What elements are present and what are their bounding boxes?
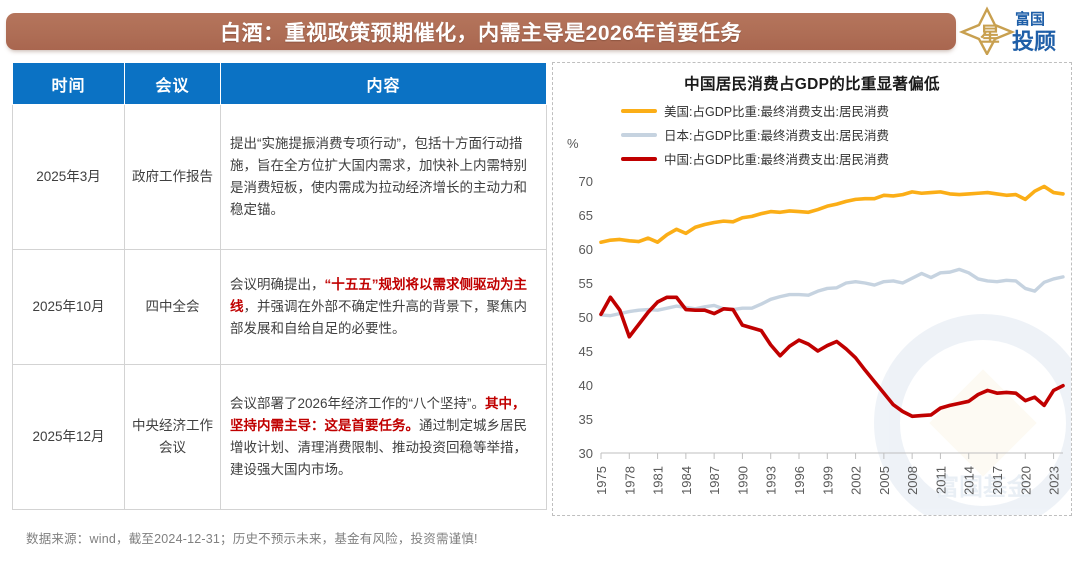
- logo-bottom-text: 投顾: [1012, 29, 1056, 54]
- policy-table: 时间 会议 内容 2025年3月 政府工作报告 提出“实施提振消费专项行动”，包括十…: [12, 62, 547, 511]
- x-axis-tick-label: 2023: [1047, 466, 1062, 495]
- y-axis-tick-label: 30: [579, 446, 593, 461]
- data-source-note: 数据来源：wind，截至2024-12-31；历史不预示未来，基金有风险，投资需…: [26, 532, 478, 546]
- logo-top-text: 富国: [1015, 10, 1045, 28]
- legend-swatch-japan: [621, 132, 657, 137]
- policy-table-panel: 时间 会议 内容 2025年3月 政府工作报告 提出“实施提振消费专项行动”，包括十…: [12, 62, 547, 511]
- cell-time: 2025年3月: [12, 103, 125, 251]
- y-axis-tick-label: 40: [579, 378, 593, 393]
- cell-meeting: 四中全会: [124, 249, 221, 365]
- cell-meeting: 政府工作报告: [124, 103, 221, 251]
- cell-time: 2025年10月: [12, 249, 125, 365]
- legend-swatch-china: [621, 156, 657, 161]
- cell-meeting: 中央经济工作会议: [124, 363, 221, 511]
- series-line-japan: [599, 267, 1065, 318]
- legend-item-china: 中国:占GDP比重:最终消费支出:居民消费: [621, 149, 889, 168]
- table-body: 2025年3月 政府工作报告 提出“实施提振消费专项行动”，包括十方面行动措施，旨在…: [12, 103, 547, 511]
- y-axis-unit-label: %: [567, 136, 579, 151]
- x-axis-tick-label: 1987: [707, 466, 722, 495]
- legend-item-us: 美国:占GDP比重:最终消费支出:居民消费: [621, 101, 889, 120]
- y-axis-tick-label: 35: [579, 412, 593, 427]
- content-text: 通过制定城乡居民增收计划、清理消费限制、推动投资回稳等举措，建设强大国内市场。: [230, 418, 527, 477]
- content-highlight: “十五五”规划将以需求侧驱动为主线: [230, 277, 527, 315]
- y-axis-tick-label: 55: [579, 276, 593, 291]
- watermark-text: 富国基金: [935, 473, 1032, 501]
- y-axis-tick-label: 45: [579, 344, 593, 359]
- watermark: 富国基金: [874, 314, 1071, 515]
- x-axis-tick-label: 1981: [651, 466, 666, 495]
- x-axis-tick-label: 2002: [849, 466, 864, 495]
- x-axis-tick-label: 2017: [990, 466, 1005, 495]
- x-axis-tick-label: 2005: [877, 466, 892, 495]
- legend-item-japan: 日本:占GDP比重:最终消费支出:居民消费: [621, 125, 889, 144]
- content-text: 提出“实施提振消费专项行动”，包括十方面行动措施，旨在全方位扩大国内需求，加快补…: [230, 136, 527, 217]
- legend-label-japan: 日本:占GDP比重:最终消费支出:居民消费: [664, 129, 890, 143]
- y-axis-tick-label: 70: [579, 174, 593, 189]
- table-row: 2025年12月 中央经济工作会议 会议部署了2026年经济工作的“八个坚持”。其中…: [12, 363, 547, 511]
- cell-time: 2025年12月: [12, 363, 125, 511]
- series-line-china: [599, 295, 1065, 419]
- column-header-content: 内容: [220, 62, 547, 105]
- series-line-us: [599, 184, 1065, 244]
- x-axis-tick-label: 1993: [764, 466, 779, 495]
- header: 白酒：重视政策预期催化，内需主导是2026年首要任务 星 富国 投顾: [0, 0, 1080, 58]
- x-axis-tick-label: 2008: [905, 466, 920, 495]
- page-title: 白酒：重视政策预期催化，内需主导是2026年首要任务: [220, 21, 742, 45]
- column-header-meeting: 会议: [124, 62, 221, 105]
- header-banner: 白酒：重视政策预期催化，内需主导是2026年首要任务: [6, 13, 956, 50]
- y-axis-tick-label: 65: [579, 208, 593, 223]
- x-axis-tick-label: 2014: [962, 466, 977, 495]
- chart-title: 中国居民消费占GDP的比重显著偏低: [684, 76, 940, 93]
- watermark-diamond: [929, 369, 1037, 477]
- cell-content: 会议明确提出，“十五五”规划将以需求侧驱动为主线，并强调在外部不确定性升高的背景…: [220, 249, 547, 365]
- x-axis-tick-label: 2011: [933, 466, 948, 494]
- chart-panel: 中国居民消费占GDP的比重显著偏低 美国:占GDP比重:最终消费支出:居民消费 …: [552, 62, 1072, 516]
- legend-swatch-us: [621, 108, 657, 113]
- content-text: 会议部署了2026年经济工作的“八个坚持”。: [230, 396, 486, 412]
- logo-star-char: 星: [980, 23, 1000, 46]
- legend-label-china: 中国:占GDP比重:最终消费支出:居民消费: [664, 153, 890, 167]
- content-highlight: 其中，坚持内需主导：这是首要任务。: [230, 396, 526, 434]
- cell-content: 会议部署了2026年经济工作的“八个坚持”。其中，坚持内需主导：这是首要任务。通…: [220, 363, 547, 511]
- x-axis-tick-label: 1975: [594, 466, 609, 495]
- x-axis-tick-label: 1984: [679, 466, 694, 495]
- y-axis-tick-label: 60: [579, 242, 593, 257]
- column-header-time: 时间: [12, 62, 125, 105]
- table-header-row: 时间 会议 内容: [12, 62, 547, 105]
- table-row: 2025年10月 四中全会 会议明确提出，“十五五”规划将以需求侧驱动为主线，并强调…: [12, 249, 547, 365]
- x-axis-tick-label: 1978: [622, 466, 637, 495]
- chart-legend: 美国:占GDP比重:最终消费支出:居民消费 日本:占GDP比重:最终消费支出:居…: [621, 101, 889, 168]
- legend-label-us: 美国:占GDP比重:最终消费支出:居民消费: [664, 105, 890, 119]
- watermark-ring: [874, 314, 1071, 515]
- x-axis-tick-label: 1999: [820, 466, 835, 495]
- content-text: 会议明确提出，: [230, 277, 325, 293]
- brand-logo: 星 富国 投顾: [958, 6, 1056, 55]
- chart-plot-area: 富国基金 30 35 40 45 50 55 60 65 70 1975 1978 1981 1984 19…: [579, 174, 1071, 515]
- x-axis-tick-label: 2020: [1018, 466, 1033, 495]
- table-row: 2025年3月 政府工作报告 提出“实施提振消费专项行动”，包括十方面行动措施，旨在…: [12, 103, 547, 251]
- cell-content: 提出“实施提振消费专项行动”，包括十方面行动措施，旨在全方位扩大国内需求，加快补…: [220, 103, 547, 251]
- x-axis-tick-label: 1990: [735, 466, 750, 495]
- content-text: ，并强调在外部不确定性升高的背景下，聚焦内部发展和自给自足的必要性。: [230, 299, 527, 336]
- y-axis-tick-label: 50: [579, 310, 593, 325]
- x-axis-tick-label: 1996: [792, 466, 807, 495]
